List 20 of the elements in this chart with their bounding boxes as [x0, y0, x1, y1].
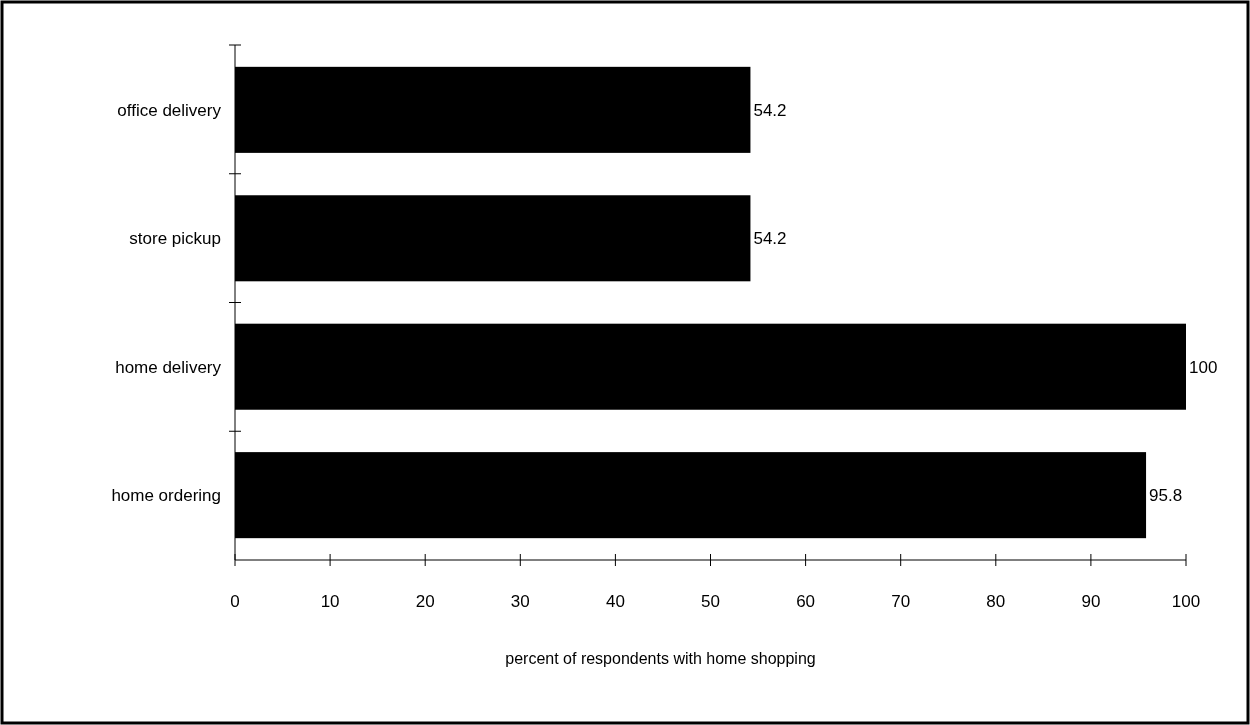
x-tick-label: 30 [510, 592, 530, 611]
x-tick-label: 40 [605, 592, 625, 611]
x-axis-title: percent of respondents with home shopping [505, 650, 816, 667]
x-tick-label: 50 [701, 592, 720, 611]
x-tick-label: 80 [986, 592, 1006, 611]
x-tick-label: 100 [1171, 592, 1201, 611]
y-tick-label: home delivery [115, 357, 222, 377]
y-tick-label: home ordering [111, 486, 221, 506]
x-tick-label: 60 [796, 592, 816, 611]
x-tick-label: 0 [230, 592, 240, 611]
x-tick-label: 90 [1081, 592, 1101, 611]
x-tick-label: 70 [891, 592, 911, 611]
y-tick-label: store pickup [129, 229, 221, 249]
data-label: 95.8 [1149, 486, 1183, 506]
x-tick-label: 20 [415, 592, 435, 611]
y-tick-label: office delivery [117, 100, 222, 120]
data-label: 54.2 [753, 100, 787, 120]
data-label: 54.2 [753, 229, 787, 249]
data-label: 100 [1189, 357, 1218, 377]
x-tick-label: 10 [320, 592, 340, 611]
